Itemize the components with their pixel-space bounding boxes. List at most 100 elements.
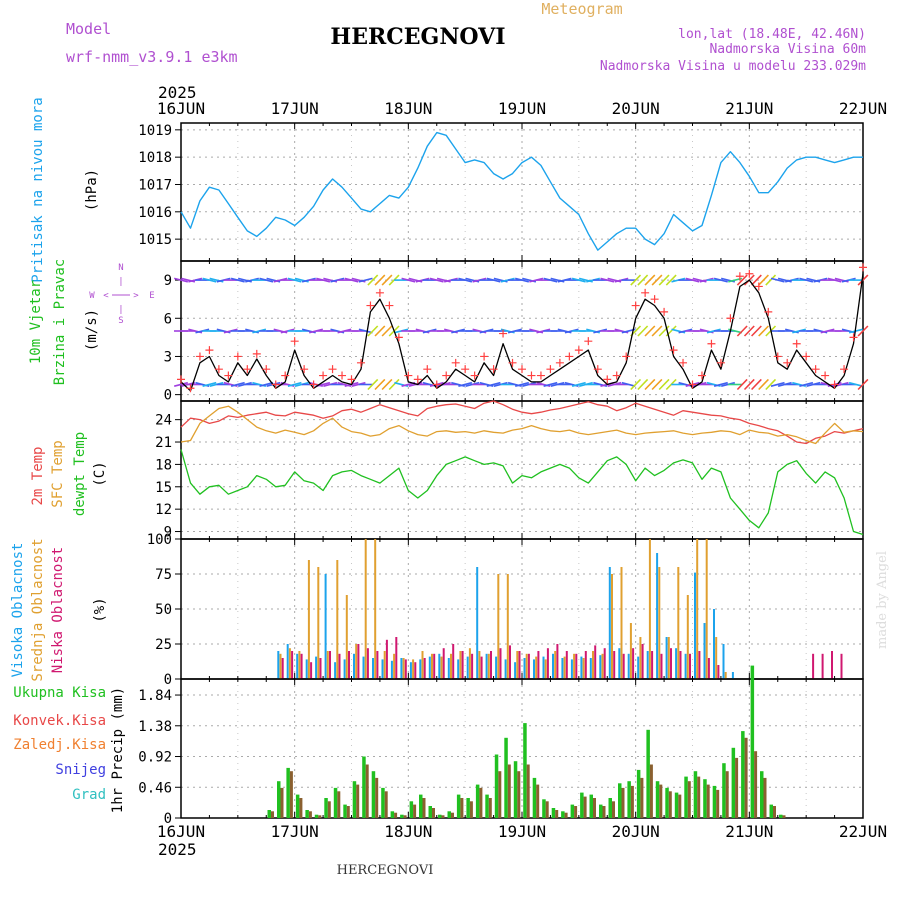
cloud-mid-bar [364, 539, 367, 679]
panels: 16JUN 17JUN 18JUN 19JUN 20JUN 21JUN 22JUN 16JUN… [138, 99, 887, 841]
compass-e: E [149, 291, 154, 301]
wind-arrow [415, 277, 430, 283]
wind-gust-marker [366, 301, 375, 310]
cloud-high-bar [637, 656, 640, 679]
wind-arrow [571, 381, 586, 387]
wind-arrow [323, 381, 338, 387]
wind-arrow [550, 381, 565, 387]
cloud-mid-bar [468, 648, 471, 679]
cloud-mid-bar [639, 637, 642, 679]
cloud-low-bar [641, 644, 644, 679]
cloud-high-bar [438, 653, 441, 679]
compass-n: N [118, 263, 123, 273]
wind-arrow [637, 378, 649, 391]
wind-arrow [358, 277, 373, 283]
precip-convective-bar [479, 787, 483, 818]
precip-total-bar [447, 811, 451, 818]
cloud-mid-bar [648, 539, 651, 679]
cloud-high-bar [722, 644, 725, 679]
precip-total-bar [750, 665, 755, 818]
cloud-mid-bar [592, 651, 594, 679]
wind-gust-marker [802, 352, 811, 361]
wind-gust-marker [461, 365, 470, 374]
cloud-high-bar [353, 653, 355, 679]
cloud-high-bar [343, 659, 346, 679]
wind-arrow [381, 274, 393, 286]
cloud-low-bar [575, 653, 578, 679]
precip-total-bar [371, 771, 376, 818]
wind-arrow [522, 381, 537, 387]
temperature-panel: 9 12 15 18 21 24 [155, 400, 864, 541]
wind-arrow [743, 325, 755, 337]
precip-convective-bar [299, 798, 303, 818]
precip-total-bar [314, 814, 319, 818]
wind-gust-marker [309, 380, 318, 389]
wind-arrow [658, 378, 670, 391]
wind-gust-marker [764, 307, 773, 316]
cloud-high-bar [552, 653, 554, 679]
cloud-mid-bar [345, 595, 348, 679]
wind-arrow [202, 381, 217, 387]
wind-arrow [770, 277, 785, 283]
temperature-ytick-label: 21 [155, 435, 172, 451]
wind-arrow [658, 325, 670, 337]
precip-ytick-label: 0 [164, 811, 172, 827]
precip-frame [180, 678, 864, 819]
t2m-line [180, 400, 864, 445]
cloud-low-bar [281, 658, 284, 679]
wind-arrow [607, 381, 622, 387]
wind-gust-marker [319, 371, 328, 380]
wind-gust-marker [745, 269, 754, 278]
wind-gust-marker [821, 371, 830, 380]
side-labels: Pritisak na nivou mora (hPa) 10m Vjetar … [10, 97, 126, 813]
precip-total-bar [305, 810, 309, 818]
wind-arrow [337, 328, 352, 334]
wind-gust-marker [754, 282, 763, 291]
wind-arrow [374, 325, 386, 337]
cloud-mid-bar [288, 648, 291, 679]
cloud-high-bar [334, 662, 337, 679]
meteogram-label: Meteogram [541, 0, 622, 18]
cloud-mid-bar [629, 623, 632, 679]
cloud-high-bar [627, 653, 630, 679]
wind-arrow [444, 277, 458, 283]
wind-gust-marker [224, 371, 233, 380]
precip-total-bar [409, 801, 414, 818]
compass-gt: > [133, 291, 139, 301]
precip-convective-bar [735, 757, 739, 818]
wind-gust-marker [177, 375, 185, 384]
cloud-mid-bar [601, 653, 604, 679]
cloud-low-bar [348, 651, 350, 679]
ylabel-temp-unit: (C) [92, 461, 108, 486]
wind-gust-marker [186, 384, 195, 393]
cloud-high-bar [447, 658, 450, 679]
cloud-mid-bar [279, 653, 282, 679]
wind-arrow [758, 378, 769, 391]
wind-gust-marker [499, 329, 508, 338]
wind-arrow [713, 277, 728, 283]
cloud-high-bar [561, 658, 564, 679]
wind-gust-marker [300, 365, 309, 374]
wind-gust-marker [849, 333, 858, 342]
compass-w: W [89, 291, 95, 301]
clouds-ytick-label: 100 [147, 532, 172, 548]
wind-gust-marker [830, 380, 839, 389]
wind-gust-marker [660, 307, 669, 316]
wind-arrow [486, 277, 501, 283]
x-day-label-bottom: 20JUN [612, 822, 660, 841]
wind-arrow [351, 381, 366, 387]
wind-arrow [578, 381, 593, 387]
wind-compass: N S W E < > | | [89, 263, 154, 326]
cloud-high-bar [580, 656, 583, 679]
x-day-label-top: 18JUN [384, 99, 432, 118]
wind-gust-marker [413, 375, 422, 384]
wind-arrow [630, 274, 642, 286]
precip-convective-bar [621, 787, 625, 818]
wind-arrow [237, 381, 252, 387]
cloud-low-bar [518, 651, 521, 679]
precip-convective-bar [365, 764, 369, 818]
wind-gust-marker [214, 365, 223, 374]
cloud-low-bar [442, 648, 445, 679]
cloud-low-bar [300, 653, 303, 679]
wind-arrow [841, 277, 856, 283]
